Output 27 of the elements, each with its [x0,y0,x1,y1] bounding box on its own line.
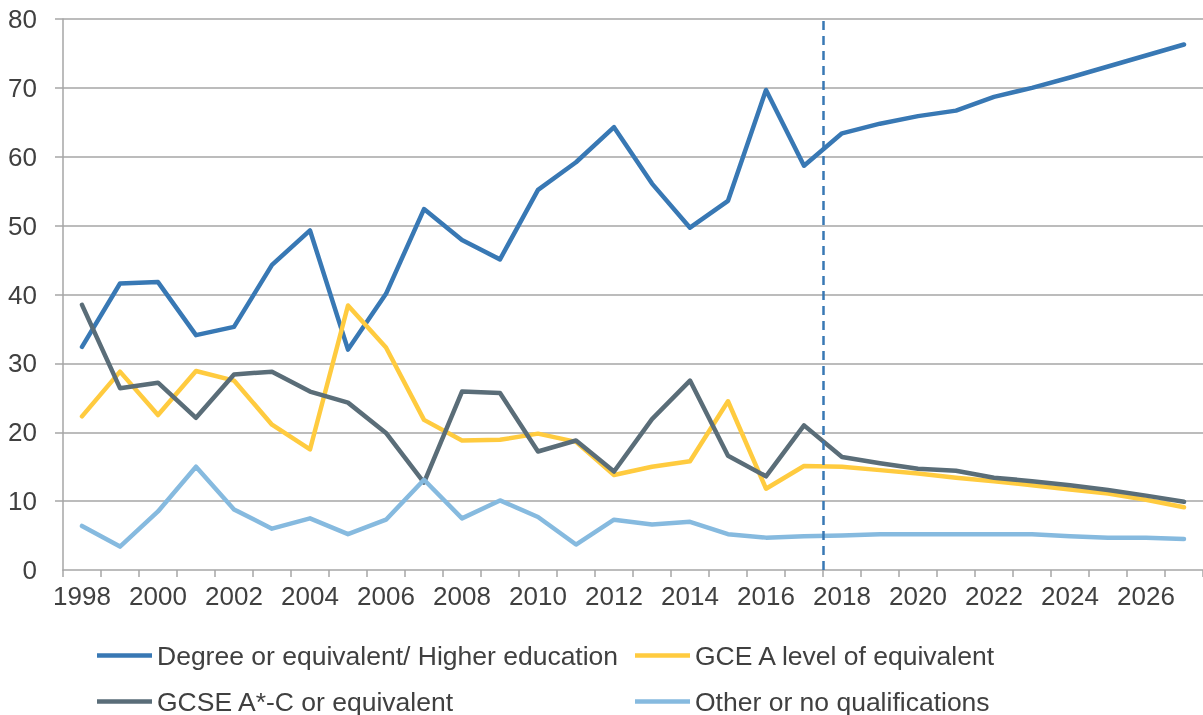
x-tick-label: 2002 [205,581,263,611]
x-tick-label: 2018 [813,581,871,611]
x-tick-label: 2026 [1117,581,1175,611]
x-tick-label: 2022 [965,581,1023,611]
x-tick-label: 2006 [357,581,415,611]
line-series [79,464,1187,549]
legend-label: GCE A level of equivalent [695,640,995,671]
x-tick-label: 2024 [1041,581,1099,611]
x-tick-label: 2012 [585,581,643,611]
x-tick-label: 2008 [433,581,491,611]
y-tick-label: 10 [8,486,37,517]
x-tick-label: 2020 [889,581,947,611]
y-tick-label: 0 [22,555,37,585]
y-tick-label: 70 [8,72,37,103]
legend-label: Degree or equivalent/ Higher education [157,640,619,671]
x-tick-label: 2010 [509,581,567,611]
x-tick-label: 1998 [53,581,111,611]
y-tick-label: 20 [8,417,37,448]
y-tick-label: 50 [8,210,37,241]
y-tick-label: 80 [8,4,37,34]
x-tick-label: 2000 [129,581,187,611]
x-tick-label: 2016 [737,581,795,611]
y-tick-label: 40 [8,279,37,310]
y-tick-label: 60 [8,141,37,172]
y-tick-label: 30 [8,348,37,379]
x-tick-label: 2004 [281,581,339,611]
x-tick-label: 2014 [661,581,719,611]
